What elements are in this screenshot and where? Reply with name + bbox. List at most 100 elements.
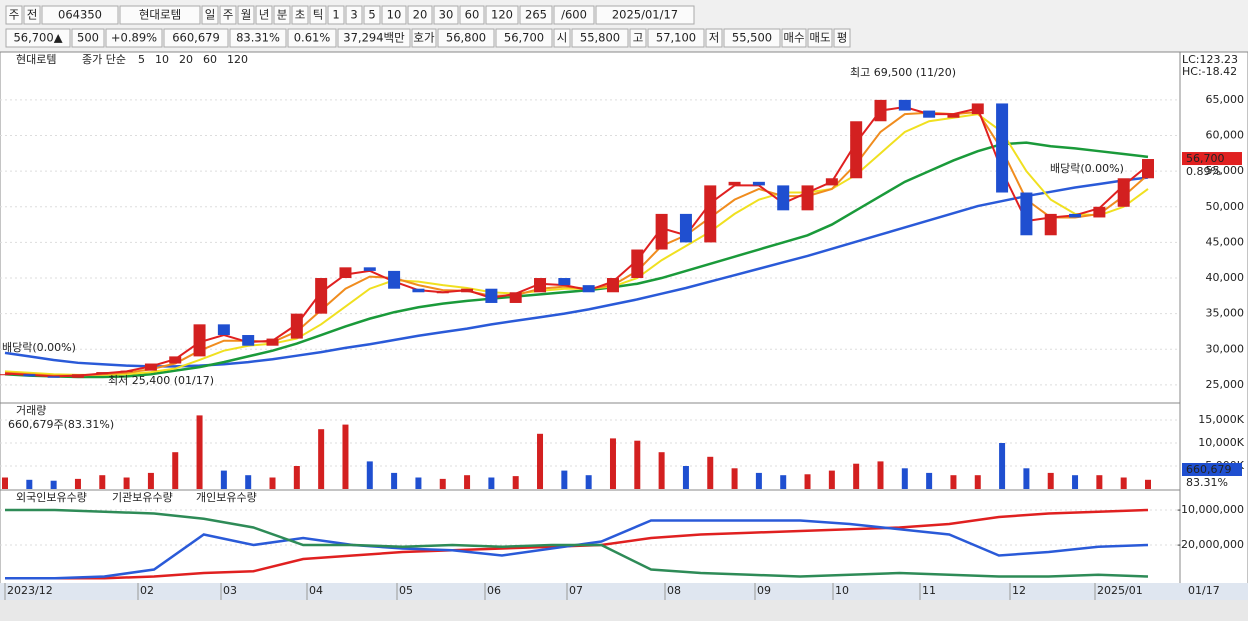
volume-box — [1182, 463, 1242, 476]
volume-bar — [999, 442, 1006, 489]
candle — [801, 185, 814, 211]
toolbar-text: 5 — [368, 8, 375, 22]
toolbar-button[interactable] — [407, 5, 433, 25]
toolbar-text: 주 — [223, 8, 234, 22]
toolbar-button[interactable] — [433, 5, 459, 25]
toolbar-button[interactable] — [647, 28, 705, 48]
toolbar-button[interactable] — [201, 5, 219, 25]
toolbar-button[interactable] — [519, 5, 553, 25]
toolbar-button[interactable] — [71, 28, 105, 48]
toolbar-button[interactable] — [495, 28, 553, 48]
toolbar-button[interactable] — [337, 28, 411, 48]
toolbar-button[interactable] — [705, 28, 723, 48]
toolbar-button[interactable] — [437, 28, 495, 48]
candle — [315, 278, 328, 314]
volume-bar — [1145, 479, 1151, 489]
candle — [704, 185, 717, 243]
volume-bar — [172, 452, 179, 489]
toolbar-text: 265 — [525, 8, 547, 22]
toolbar-button[interactable] — [273, 5, 291, 25]
toolbar-button[interactable] — [237, 5, 255, 25]
legend-item: 10 — [155, 53, 169, 66]
toolbar-button[interactable] — [459, 5, 485, 25]
toolbar-button[interactable] — [553, 28, 571, 48]
toolbar-button[interactable] — [345, 5, 363, 25]
x-tick-label: 02 — [140, 584, 154, 597]
candle — [728, 181, 741, 186]
x-tick-label: 10 — [835, 584, 849, 597]
toolbar-button[interactable] — [219, 5, 237, 25]
toolbar-button[interactable] — [411, 28, 437, 48]
y-tick-label: -10,000,000 — [1177, 503, 1244, 516]
toolbar-button[interactable] — [119, 5, 201, 25]
volume-bar — [366, 461, 373, 489]
toolbar-button[interactable] — [833, 28, 851, 48]
toolbar-button[interactable] — [229, 28, 287, 48]
candle — [217, 324, 230, 336]
toolbar-button[interactable] — [23, 5, 41, 25]
toolbar-button[interactable] — [723, 28, 781, 48]
toolbar-button[interactable] — [485, 5, 519, 25]
x-axis-bar — [0, 583, 1248, 600]
volume-bar — [196, 415, 203, 489]
candle — [606, 278, 619, 293]
volume-bar — [391, 472, 398, 489]
candle — [144, 363, 157, 371]
right-label: HC:-18.42 — [1182, 65, 1237, 78]
toolbar-button[interactable] — [255, 5, 273, 25]
last-price-box — [1182, 152, 1242, 166]
toolbar-button[interactable] — [781, 28, 807, 48]
toolbar-text: 년 — [259, 8, 270, 22]
toolbar-button[interactable] — [327, 5, 345, 25]
toolbar-button[interactable] — [5, 5, 23, 25]
y-tick-label: 30,000 — [1206, 342, 1245, 355]
volume-bar — [853, 463, 860, 489]
toolbar-text: 호가 — [413, 31, 435, 45]
candle — [558, 278, 571, 286]
ma-line — [4, 141, 1149, 379]
x-tick-label: 2025/01 — [1097, 584, 1143, 597]
toolbar-button[interactable] — [629, 28, 647, 48]
candle — [71, 374, 84, 378]
candle — [1069, 213, 1082, 218]
volume-bar — [658, 452, 665, 489]
candle — [1044, 213, 1057, 236]
legend-item: 외국인보유수량 — [16, 491, 87, 504]
toolbar-text: 시 — [557, 31, 568, 45]
toolbar-button[interactable] — [309, 5, 327, 25]
toolbar-button[interactable] — [363, 5, 381, 25]
annotation: 최저 25,400 (01/17) — [108, 374, 214, 387]
toolbar-button[interactable] — [105, 28, 163, 48]
candle — [290, 313, 303, 339]
toolbar-button[interactable] — [381, 5, 407, 25]
toolbar-text: 틱 — [313, 8, 324, 22]
x-tick-label: 2023/12 — [7, 584, 53, 597]
candle — [1142, 159, 1154, 179]
toolbar-button[interactable] — [571, 28, 629, 48]
y-tick-label: 55,000 — [1206, 164, 1245, 177]
x-tick-label: 11 — [922, 584, 936, 597]
toolbar-text: 일 — [205, 8, 216, 22]
toolbar-button[interactable] — [595, 5, 695, 25]
toolbar-text: 10 — [387, 8, 402, 22]
volume-bar — [537, 433, 544, 489]
toolbar-button[interactable] — [553, 5, 595, 25]
candle — [412, 288, 425, 293]
toolbar-button[interactable] — [291, 5, 309, 25]
toolbar-button[interactable] — [5, 28, 71, 48]
toolbar-button[interactable] — [41, 5, 119, 25]
volume-last: 660,679 — [1186, 463, 1232, 476]
volume-bar — [512, 476, 519, 489]
volume-bar — [2, 477, 8, 489]
annotation: 배당락(0.00%) — [2, 341, 76, 354]
toolbar-text: 고 — [633, 31, 644, 45]
candle — [509, 292, 522, 303]
toolbar-button[interactable] — [163, 28, 229, 48]
x-tick-label: 07 — [569, 584, 583, 597]
toolbar-button[interactable] — [287, 28, 337, 48]
toolbar-text: 저 — [709, 31, 720, 45]
toolbar-text: 660,679 — [172, 31, 220, 45]
legend-item: 5 — [138, 53, 145, 66]
toolbar-button[interactable] — [807, 28, 833, 48]
